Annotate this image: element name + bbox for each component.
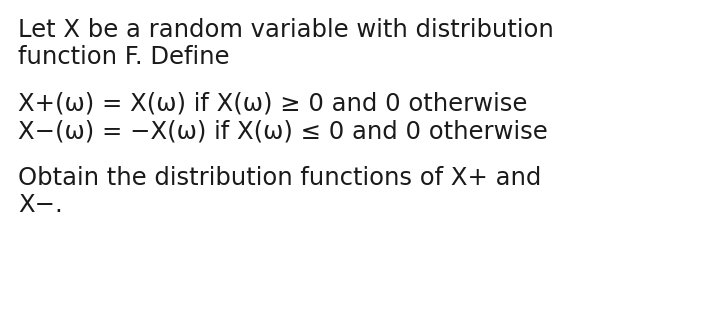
Text: function F. Define: function F. Define [18,45,230,69]
Text: X−.: X−. [18,193,63,217]
Text: X−(ω) = −X(ω) if X(ω) ≤ 0 and 0 otherwise: X−(ω) = −X(ω) if X(ω) ≤ 0 and 0 otherwis… [18,119,548,143]
Text: Obtain the distribution functions of X+ and: Obtain the distribution functions of X+ … [18,166,541,190]
Text: X+(ω) = X(ω) if X(ω) ≥ 0 and 0 otherwise: X+(ω) = X(ω) if X(ω) ≥ 0 and 0 otherwise [18,92,527,116]
Text: Let X be a random variable with distribution: Let X be a random variable with distribu… [18,18,554,42]
